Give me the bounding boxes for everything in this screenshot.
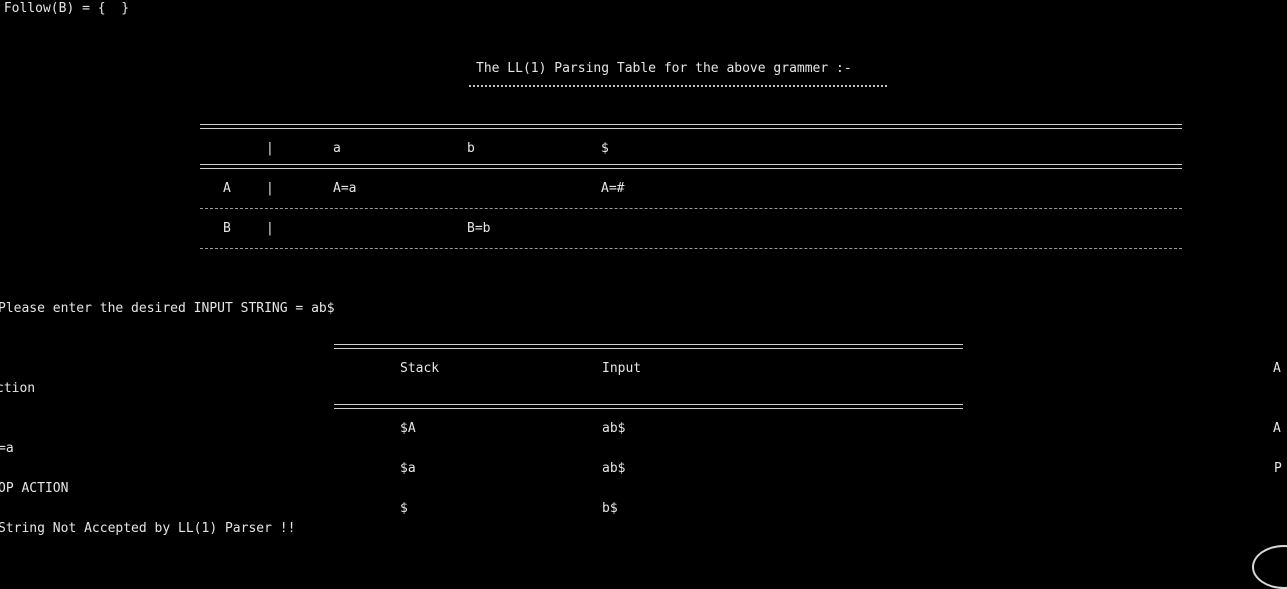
- input-string-prompt: Please enter the desired INPUT STRING = …: [0, 301, 335, 316]
- trace-header-stack: Stack: [400, 361, 440, 376]
- row-separator: |: [266, 221, 274, 236]
- row-label-b: B: [223, 221, 231, 236]
- header-separator: |: [266, 141, 274, 156]
- follow-set-line: Follow(B) = { }: [0, 1, 130, 16]
- row-label-a: A: [223, 181, 231, 196]
- table-top-border: [200, 124, 1182, 129]
- trace-step-3-input: b$: [602, 501, 618, 516]
- trace-top-border: [334, 344, 963, 349]
- trace-step-2-action-start: P: [1274, 461, 1282, 476]
- row-separator: |: [266, 181, 274, 196]
- parse-table-title: The LL(1) Parsing Table for the above gr…: [476, 61, 852, 76]
- trace-header-input: Input: [602, 361, 642, 376]
- trace-step-1-action-start: A: [1273, 421, 1281, 436]
- column-header-b: b: [467, 141, 475, 156]
- header-bottom-border: [200, 164, 1182, 169]
- title-underline: [469, 85, 887, 87]
- row-divider: [200, 208, 1182, 209]
- trace-step-2-action-wrapped: OP ACTION: [0, 481, 69, 496]
- trace-step-2-input: ab$: [602, 461, 626, 476]
- trace-header-action-wrapped: ction: [0, 381, 36, 396]
- table-bottom-border: [200, 248, 1182, 249]
- trace-header-action-start: A: [1273, 361, 1281, 376]
- cell-a-a: A=a: [333, 181, 357, 196]
- trace-header-border: [334, 404, 963, 409]
- trace-step-3-stack: $: [400, 501, 408, 516]
- column-header-dollar: $: [601, 141, 609, 156]
- corner-overlay-icon: [1252, 545, 1287, 589]
- trace-step-2-stack: $a: [400, 461, 416, 476]
- trace-step-1-stack: $A: [400, 421, 416, 436]
- trace-step-1-action-wrapped: =a: [0, 441, 14, 456]
- parser-result-message: String Not Accepted by LL(1) Parser !!: [0, 521, 296, 536]
- cell-b-b: B=b: [467, 221, 491, 236]
- column-header-a: a: [333, 141, 341, 156]
- cell-a-dollar: A=#: [601, 181, 625, 196]
- trace-step-1-input: ab$: [602, 421, 626, 436]
